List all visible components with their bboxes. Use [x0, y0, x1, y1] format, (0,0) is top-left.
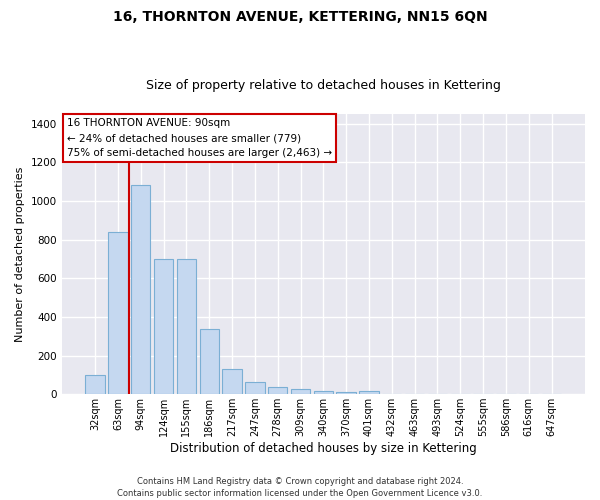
X-axis label: Distribution of detached houses by size in Kettering: Distribution of detached houses by size …	[170, 442, 477, 455]
Bar	[154, 259, 173, 394]
Bar	[314, 390, 333, 394]
Text: 16, THORNTON AVENUE, KETTERING, NN15 6QN: 16, THORNTON AVENUE, KETTERING, NN15 6QN	[113, 10, 487, 24]
Bar	[108, 232, 128, 394]
Bar	[223, 369, 242, 394]
Bar	[200, 330, 219, 394]
Bar	[177, 259, 196, 394]
Bar	[85, 375, 105, 394]
Text: 16 THORNTON AVENUE: 90sqm
← 24% of detached houses are smaller (779)
75% of semi: 16 THORNTON AVENUE: 90sqm ← 24% of detac…	[67, 118, 332, 158]
Bar	[131, 186, 151, 394]
Title: Size of property relative to detached houses in Kettering: Size of property relative to detached ho…	[146, 79, 501, 92]
Bar	[268, 388, 287, 394]
Text: Contains HM Land Registry data © Crown copyright and database right 2024.
Contai: Contains HM Land Registry data © Crown c…	[118, 476, 482, 498]
Bar	[245, 382, 265, 394]
Y-axis label: Number of detached properties: Number of detached properties	[15, 166, 25, 342]
Bar	[359, 390, 379, 394]
Bar	[291, 389, 310, 394]
Bar	[337, 392, 356, 394]
